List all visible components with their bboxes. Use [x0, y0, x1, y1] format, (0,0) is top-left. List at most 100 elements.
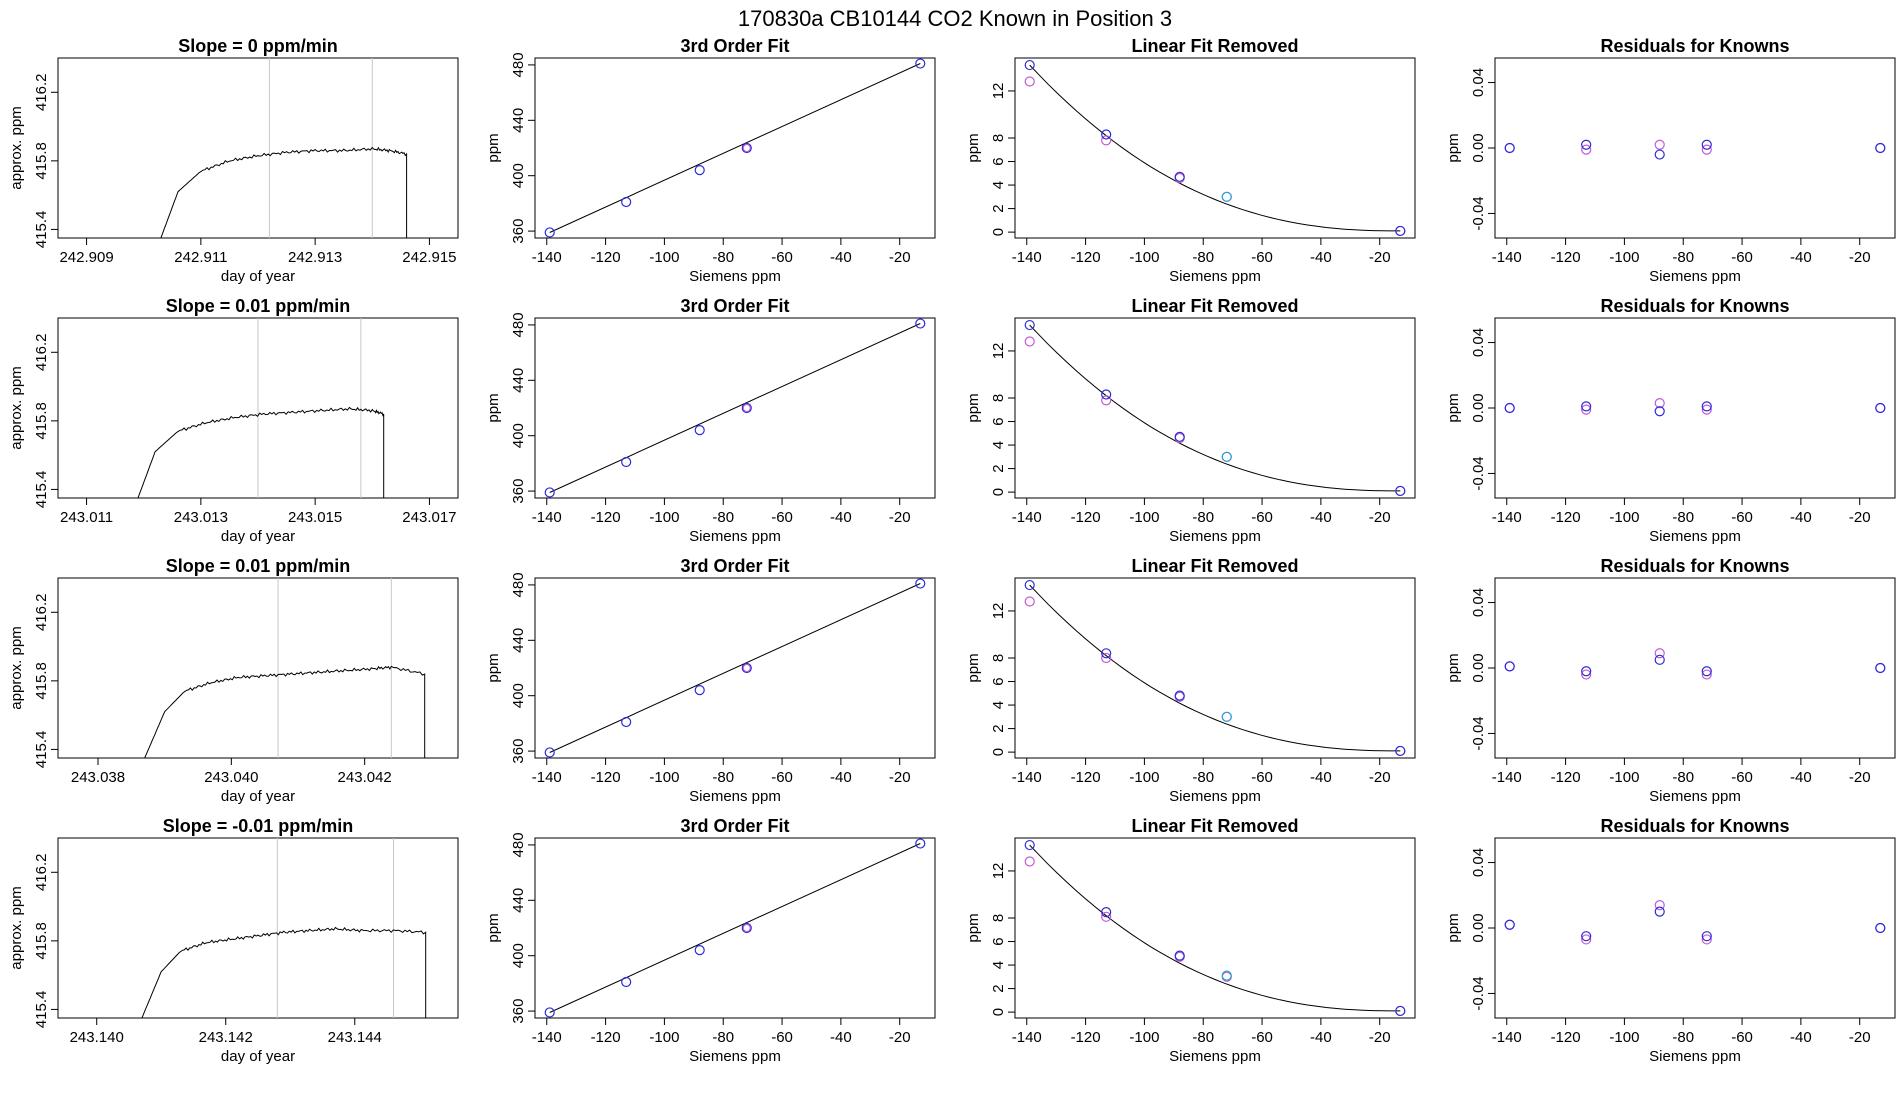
- data-point: [1654, 906, 1665, 917]
- panel-r2-c1: 3rd Order Fit -140 -120 -100 -80 -60 -40 -20 360…: [485, 556, 936, 805]
- x-tick-label: -140: [1012, 1029, 1042, 1046]
- panel-title: Residuals for Knowns: [1600, 36, 1789, 56]
- x-axis-label: day of year: [221, 528, 295, 545]
- data-point-raw: [1654, 899, 1665, 911]
- panel-title: Residuals for Knowns: [1600, 296, 1789, 316]
- x-tick-label: 243.142: [199, 1029, 253, 1046]
- x-tick-label: -140: [1012, 249, 1042, 266]
- x-tick-label: -40: [1790, 249, 1812, 266]
- x-axis-label: Siemens ppm: [689, 788, 781, 805]
- data-point: [1174, 950, 1185, 961]
- x-axis-label: Siemens ppm: [689, 268, 781, 285]
- x-tick-label: -20: [1849, 509, 1871, 526]
- x-tick-label: -60: [1731, 249, 1753, 266]
- x-tick-label: -20: [889, 249, 911, 266]
- figure-title: 170830a CB10144 CO2 Known in Position 3: [738, 6, 1172, 31]
- x-tick-label: 243.140: [70, 1029, 124, 1046]
- x-tick-label: -40: [1310, 509, 1332, 526]
- x-tick-label: -80: [712, 249, 734, 266]
- panel-title: Residuals for Knowns: [1600, 556, 1789, 576]
- panel-r3-c3: Residuals for Knowns -140 -120 -100 -80 -60 -4…: [1445, 816, 1896, 1065]
- plot-area: [137, 318, 385, 498]
- y-tick-label: 360: [510, 999, 527, 1024]
- data-point-raw: [1581, 404, 1592, 415]
- x-tick-label: -60: [771, 509, 793, 526]
- data-point-raw: [742, 404, 751, 412]
- data-point-raw: [1581, 934, 1592, 945]
- y-tick-label: 12: [990, 603, 1007, 620]
- x-tick-label: -80: [1192, 509, 1214, 526]
- fit-curve: [549, 583, 921, 753]
- data-point: [694, 165, 705, 176]
- panel-r3-c0: Slope = -0.01 ppm/min 243.140 243.142 243.1…: [8, 816, 459, 1065]
- x-tick-label: -80: [1192, 1029, 1214, 1046]
- plot-area: [1024, 59, 1406, 237]
- panel-r2-c0: Slope = 0.01 ppm/min 243.038 243.040 243.04…: [8, 556, 459, 805]
- data-point-raw: [1101, 652, 1112, 664]
- x-tick-label: -40: [1790, 1029, 1812, 1046]
- y-tick-label: 0: [990, 1008, 1007, 1016]
- y-tick-label: 400: [510, 683, 527, 708]
- data-point: [1701, 401, 1712, 412]
- y-tick-label: 415.4: [33, 731, 50, 769]
- panel-title: 3rd Order Fit: [680, 296, 789, 316]
- x-tick-label: -40: [830, 509, 852, 526]
- y-tick-label: 6: [990, 937, 1007, 945]
- data-point: [1174, 171, 1185, 182]
- x-tick-label: -100: [649, 509, 679, 526]
- x-axis-label: Siemens ppm: [1649, 528, 1741, 545]
- x-tick-label: -120: [591, 249, 621, 266]
- data-point: [1024, 59, 1035, 71]
- x-tick-label: -140: [1492, 769, 1522, 786]
- x-tick-label: 242.909: [59, 249, 113, 266]
- plot-frame: [1014, 57, 1416, 239]
- y-tick-label: 4: [990, 701, 1007, 709]
- data-point: [741, 662, 752, 674]
- panel-title: Slope = 0.01 ppm/min: [166, 556, 351, 576]
- plot-frame: [534, 837, 936, 1019]
- y-tick-label: 8: [990, 394, 1007, 402]
- series-trace: [160, 146, 408, 238]
- data-point: [1504, 142, 1515, 154]
- x-axis-label: Siemens ppm: [689, 528, 781, 545]
- y-axis-label: approx. ppm: [8, 106, 25, 189]
- y-tick-label: 400: [510, 423, 527, 448]
- x-tick-label: -140: [532, 769, 562, 786]
- x-tick-label: -60: [1251, 509, 1273, 526]
- data-point: [694, 425, 705, 436]
- plot-frame: [1494, 317, 1896, 499]
- y-axis-label: ppm: [485, 133, 502, 162]
- x-tick-label: 242.911: [174, 249, 227, 266]
- y-tick-label: 416.2: [33, 854, 50, 892]
- y-tick-label: 415.4: [33, 211, 50, 249]
- data-point: [621, 196, 632, 208]
- x-tick-label: -40: [1310, 769, 1332, 786]
- data-point: [1024, 579, 1035, 591]
- x-tick-label: -80: [1672, 1029, 1694, 1046]
- x-tick-label: -100: [1609, 1029, 1639, 1046]
- x-tick-label: 243.011: [60, 509, 113, 526]
- y-tick-label: 400: [510, 943, 527, 968]
- data-point: [915, 838, 926, 849]
- x-tick-label: -20: [1849, 249, 1871, 266]
- y-tick-label: 0: [990, 488, 1007, 496]
- plot-frame: [1494, 837, 1896, 1019]
- x-tick-label: -100: [649, 249, 679, 266]
- y-tick-label: 416.2: [33, 334, 50, 372]
- data-point: [741, 402, 752, 414]
- data-point: [621, 716, 632, 728]
- x-tick-label: -40: [830, 249, 852, 266]
- data-point-raw: [1654, 397, 1665, 409]
- plot-frame: [57, 577, 459, 759]
- y-tick-label: 2: [990, 464, 1007, 472]
- y-tick-label: 0.00: [1470, 393, 1487, 422]
- y-tick-label: 400: [510, 163, 527, 188]
- data-point: [1101, 129, 1112, 140]
- panel-title: 3rd Order Fit: [680, 36, 789, 56]
- plot-frame: [57, 57, 459, 239]
- data-point: [1875, 142, 1886, 154]
- data-point: [621, 976, 632, 988]
- x-tick-label: -80: [1672, 509, 1694, 526]
- x-tick-label: -20: [1849, 769, 1871, 786]
- data-point: [741, 922, 752, 934]
